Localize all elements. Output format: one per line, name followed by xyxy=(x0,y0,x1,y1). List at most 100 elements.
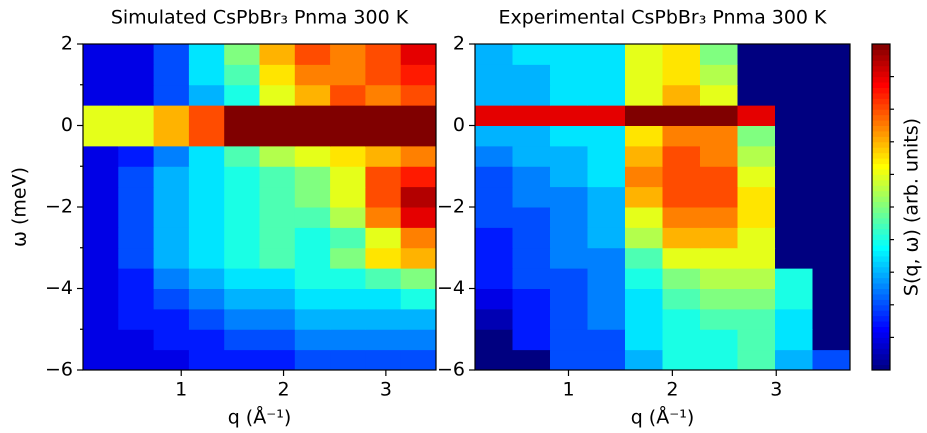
heatmap-cell xyxy=(475,207,513,228)
colorbar-swatch xyxy=(872,109,890,116)
heatmap-cell xyxy=(294,64,331,86)
heatmap-cell xyxy=(587,186,626,208)
heatmap-cell xyxy=(475,84,513,106)
colorbar-swatch xyxy=(872,359,890,366)
heatmap-cell xyxy=(625,288,663,310)
colorbar-swatch xyxy=(872,82,890,88)
x-tick-label: 2 xyxy=(277,379,289,401)
heatmap-cell xyxy=(259,44,296,65)
heatmap-cell xyxy=(775,84,813,106)
colorbar-swatch xyxy=(872,288,890,295)
heatmap-cell xyxy=(400,166,437,188)
heatmap-cell xyxy=(587,64,626,86)
heatmap-cell xyxy=(224,145,260,167)
heatmap-cell xyxy=(259,349,296,371)
heatmap-cell xyxy=(224,288,260,310)
heatmap-cell xyxy=(365,308,402,330)
heatmap-cell xyxy=(625,186,663,208)
heatmap-cell xyxy=(700,64,738,86)
heatmap-cell xyxy=(330,247,366,269)
heatmap-cell xyxy=(550,125,588,147)
heatmap-cell xyxy=(737,125,776,147)
heatmap-cell xyxy=(224,268,260,289)
colorbar-swatch xyxy=(872,179,890,186)
heatmap-cell xyxy=(153,186,190,208)
heatmap-cell xyxy=(512,84,551,106)
colorbar-swatch xyxy=(872,353,890,360)
heatmap-cell xyxy=(330,186,366,208)
heatmap-cell xyxy=(400,84,437,106)
heatmap-cell xyxy=(118,125,155,147)
heatmap-cell xyxy=(259,247,296,269)
heatmap-cell xyxy=(512,329,551,351)
heatmap-cell xyxy=(737,308,776,330)
heatmap-cell xyxy=(83,84,119,106)
y-tick-label: 2 xyxy=(61,33,73,55)
heatmap-cell xyxy=(512,125,551,147)
heatmap-cell xyxy=(775,125,813,147)
heatmap-cell xyxy=(365,329,402,351)
heatmap-cell xyxy=(365,125,402,147)
heatmap-cell xyxy=(512,105,551,126)
heatmap-cell xyxy=(259,268,296,289)
colorbar-swatch xyxy=(872,293,890,300)
colorbar-label: S(q, ω) (arb. units) xyxy=(901,118,923,296)
heatmap-cell xyxy=(294,105,331,126)
heatmap-cell xyxy=(188,125,225,147)
colorbar-swatch xyxy=(872,98,890,105)
heatmap-cell xyxy=(737,84,776,106)
heatmap-cell xyxy=(775,145,813,167)
y-tick-label: 0 xyxy=(453,114,465,136)
heatmap-cell xyxy=(400,268,437,289)
heatmap-cell xyxy=(118,268,155,289)
colorbar-swatch xyxy=(872,44,890,50)
colorbar-swatch xyxy=(872,136,890,143)
heatmap-cell xyxy=(294,349,331,371)
heatmap-cell xyxy=(400,64,437,86)
heatmap-cell xyxy=(83,227,119,249)
heatmap-cell xyxy=(83,145,119,167)
heatmap-cell xyxy=(550,166,588,188)
heatmap-cell xyxy=(700,349,738,371)
heatmap-cell xyxy=(188,227,225,249)
heatmap-cell xyxy=(330,329,366,351)
x-axis-label: q (Å⁻¹) xyxy=(631,406,695,429)
heatmap-cell xyxy=(737,329,776,351)
heatmap-cell xyxy=(153,288,190,310)
heatmap-cell xyxy=(775,288,813,310)
heatmap-cell xyxy=(259,227,296,249)
heatmap-cell xyxy=(587,84,626,106)
heatmap-cell xyxy=(662,125,701,147)
heatmap-cell xyxy=(662,268,701,289)
heatmap-cell xyxy=(625,166,663,188)
heatmap-cell xyxy=(812,349,851,371)
heatmap-cell xyxy=(737,227,776,249)
heatmap-cell xyxy=(625,329,663,351)
heatmap-cell xyxy=(224,186,260,208)
heatmap-cell xyxy=(775,207,813,228)
heatmap-cell xyxy=(550,268,588,289)
heatmap-cell xyxy=(587,308,626,330)
heatmap-cell xyxy=(153,227,190,249)
heatmap-cell xyxy=(475,329,513,351)
x-tick-label: 3 xyxy=(380,379,392,401)
heatmap-cell xyxy=(153,105,190,126)
heatmap-cell xyxy=(118,166,155,188)
heatmap-cell xyxy=(812,268,851,289)
heatmap-cell xyxy=(188,44,225,65)
colorbar-swatch xyxy=(872,174,890,181)
colorbar-swatch xyxy=(872,250,890,257)
heatmap-cell xyxy=(259,329,296,351)
heatmap-cell xyxy=(365,349,402,371)
heatmap-cell xyxy=(224,227,260,249)
colorbar-swatch xyxy=(872,130,890,137)
heatmap-cell xyxy=(83,308,119,330)
heatmap-cell xyxy=(259,308,296,330)
x-tick-label: 1 xyxy=(175,379,187,401)
heatmap-cell xyxy=(700,166,738,188)
heatmap-cell xyxy=(188,329,225,351)
heatmap-cell xyxy=(188,84,225,106)
heatmap-cell xyxy=(400,145,437,167)
heatmap-cell xyxy=(475,247,513,269)
heatmap-cell xyxy=(330,207,366,228)
